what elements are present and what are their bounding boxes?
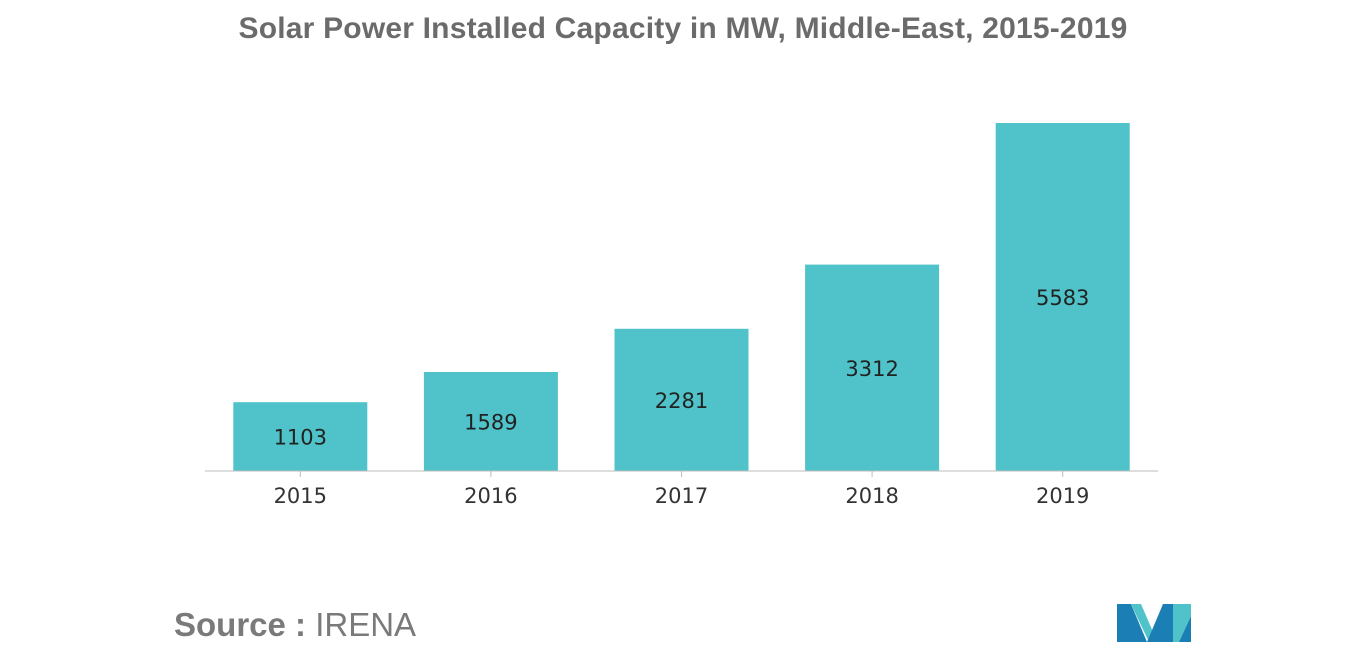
source-value: IRENA [315,606,417,643]
data-label-2015: 1103 [274,426,327,450]
logo-shape-mid [1147,604,1173,642]
x-tick-label-2016: 2016 [464,484,517,508]
chart-title: Solar Power Installed Capacity in MW, Mi… [238,12,1128,45]
logo-shape-mid-light [1131,604,1153,642]
mordor-intelligence-logo-icon [1117,604,1191,642]
bar-2015 [233,402,368,471]
data-label-2019: 5583 [1036,286,1089,310]
x-tick-label-2018: 2018 [845,484,898,508]
data-label-2017: 2281 [655,389,708,413]
x-tick-label-2019: 2019 [1036,484,1089,508]
bar-2017 [614,328,749,471]
bars-layer [233,123,1130,471]
data-label-2016: 1589 [464,411,517,435]
logo-shape-right-light [1173,604,1191,642]
bar-2016 [423,372,558,471]
source-prefix: Source : [174,606,307,643]
data-label-2018: 3312 [845,357,898,381]
source-note: Source : IRENA [174,606,416,644]
labels-layer: 1103 1589 2281 3312 5583 [274,286,1090,450]
bar-2018 [805,264,940,471]
ticks-layer: 2015 2016 2017 2018 2019 [274,471,1089,508]
logo-shape-right [1179,616,1191,642]
bar-2019 [995,123,1130,471]
x-tick-label-2017: 2017 [655,484,708,508]
logo-shape-left [1117,604,1147,642]
x-tick-label-2015: 2015 [274,484,327,508]
